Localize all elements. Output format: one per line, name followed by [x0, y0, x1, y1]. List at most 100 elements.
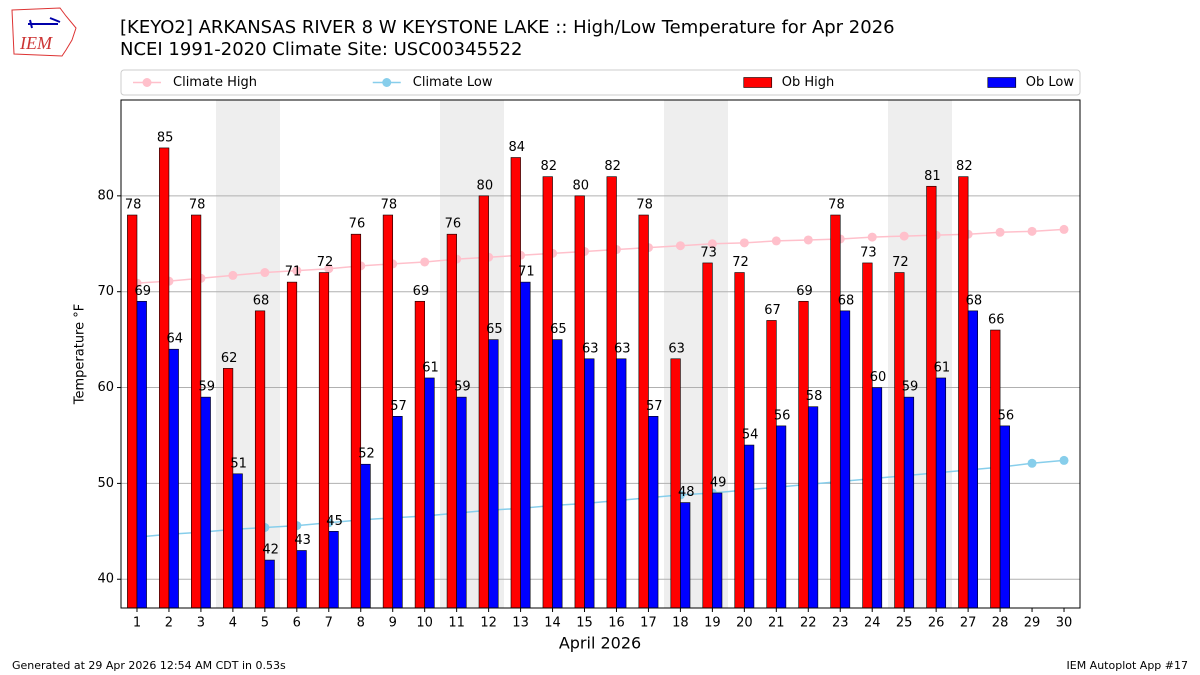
- legend-label: Ob High: [782, 75, 835, 90]
- y-tick-label: 50: [97, 476, 114, 491]
- bar: [935, 377, 947, 609]
- bar: [446, 233, 457, 609]
- bar-value-label: 51: [230, 456, 247, 471]
- x-tick-label: 16: [608, 616, 625, 631]
- bar-value-label: 73: [860, 245, 877, 260]
- bar-value-label: 59: [454, 380, 471, 395]
- legend-label: Ob Low: [1026, 75, 1075, 90]
- climate-point: [707, 239, 717, 249]
- x-tick-label: 3: [197, 616, 205, 631]
- bar: [360, 463, 371, 609]
- bar-value-label: 82: [540, 159, 557, 174]
- bar-value-label: 85: [157, 130, 174, 145]
- y-tick-label: 70: [97, 284, 114, 299]
- bar: [680, 502, 691, 609]
- bar: [191, 214, 202, 609]
- x-tick-label: 13: [512, 616, 529, 631]
- bar: [127, 214, 138, 609]
- bar-value-label: 78: [381, 198, 398, 213]
- bar: [414, 300, 425, 609]
- x-tick-label: 22: [800, 616, 817, 631]
- bar: [392, 416, 403, 609]
- bar-value-label: 81: [924, 169, 941, 184]
- y-tick-label: 80: [97, 188, 114, 203]
- bar-value-label: 73: [700, 245, 717, 260]
- bar-value-label: 76: [349, 217, 366, 232]
- bar-value-label: 64: [166, 332, 183, 347]
- x-tick-label: 28: [992, 616, 1009, 631]
- bar: [862, 262, 873, 609]
- bar-value-label: 63: [614, 341, 631, 356]
- climate-line: [136, 228, 1065, 284]
- legend-label: Climate High: [173, 75, 257, 90]
- bar-value-label: 84: [509, 140, 526, 155]
- bar: [798, 300, 809, 609]
- bar: [456, 396, 467, 609]
- x-axis-label: April 2026: [559, 634, 641, 653]
- bar-value-label: 71: [518, 265, 535, 280]
- bar: [264, 559, 275, 609]
- bar-value-label: 66: [988, 313, 1005, 328]
- bar-value-label: 59: [198, 380, 215, 395]
- legend-swatch: [987, 77, 1017, 88]
- climate-point: [771, 236, 781, 246]
- x-tick-label: 2: [165, 616, 173, 631]
- bar: [478, 195, 489, 609]
- bar-value-label: 69: [796, 284, 813, 299]
- bar: [830, 214, 841, 609]
- bar: [648, 416, 659, 609]
- bar: [222, 368, 234, 609]
- climate-point: [1059, 224, 1069, 234]
- x-tick-label: 21: [768, 616, 785, 631]
- x-tick-label: 4: [229, 616, 237, 631]
- bar-value-label: 58: [806, 389, 823, 404]
- x-tick-label: 20: [736, 616, 753, 631]
- x-tick-label: 19: [704, 616, 721, 631]
- climate-point: [739, 238, 749, 248]
- x-tick-label: 1: [133, 616, 141, 631]
- bar-value-label: 61: [422, 360, 439, 375]
- x-tick-label: 17: [640, 616, 657, 631]
- bar-value-label: 80: [477, 178, 494, 193]
- bar: [958, 176, 969, 609]
- x-tick-label: 11: [448, 616, 465, 631]
- x-tick-label: 23: [832, 616, 849, 631]
- bar-value-label: 72: [317, 255, 334, 270]
- bar-value-label: 72: [892, 255, 909, 270]
- bar: [286, 281, 298, 609]
- logo-text: IEM: [19, 33, 53, 53]
- x-tick-label: 8: [357, 616, 365, 631]
- bar: [488, 339, 499, 609]
- climate-point: [867, 232, 877, 242]
- bar: [168, 348, 179, 609]
- x-tick-label: 9: [389, 616, 397, 631]
- bar: [350, 233, 362, 609]
- bar: [296, 550, 307, 609]
- bar: [999, 425, 1010, 609]
- bar: [328, 531, 339, 609]
- bar-value-label: 78: [125, 198, 142, 213]
- bar: [766, 320, 777, 609]
- footer-left: Generated at 29 Apr 2026 12:54 AM CDT in…: [12, 659, 286, 672]
- legend-swatch: [382, 78, 392, 87]
- climate-point: [324, 264, 334, 274]
- bar-value-label: 72: [732, 255, 749, 270]
- bar-value-label: 48: [678, 485, 695, 500]
- bar-value-label: 56: [998, 408, 1015, 423]
- bar: [232, 473, 243, 609]
- y-tick-label: 60: [97, 380, 114, 395]
- legend-box: [120, 69, 1081, 96]
- chart-title: [KEYO2] ARKANSAS RIVER 8 W KEYSTONE LAKE…: [120, 17, 895, 38]
- bar: [574, 195, 585, 609]
- x-tick-label: 26: [928, 616, 945, 631]
- bar: [871, 387, 883, 609]
- y-axis-label: Temperature °F: [73, 304, 88, 405]
- bar-value-label: 59: [902, 380, 919, 395]
- x-tick-label: 7: [325, 616, 333, 631]
- bar: [200, 396, 211, 609]
- bar: [712, 492, 723, 609]
- y-tick-label: 40: [97, 572, 114, 587]
- bar-value-label: 82: [604, 159, 621, 174]
- bar: [967, 310, 979, 609]
- climate-point: [899, 231, 909, 241]
